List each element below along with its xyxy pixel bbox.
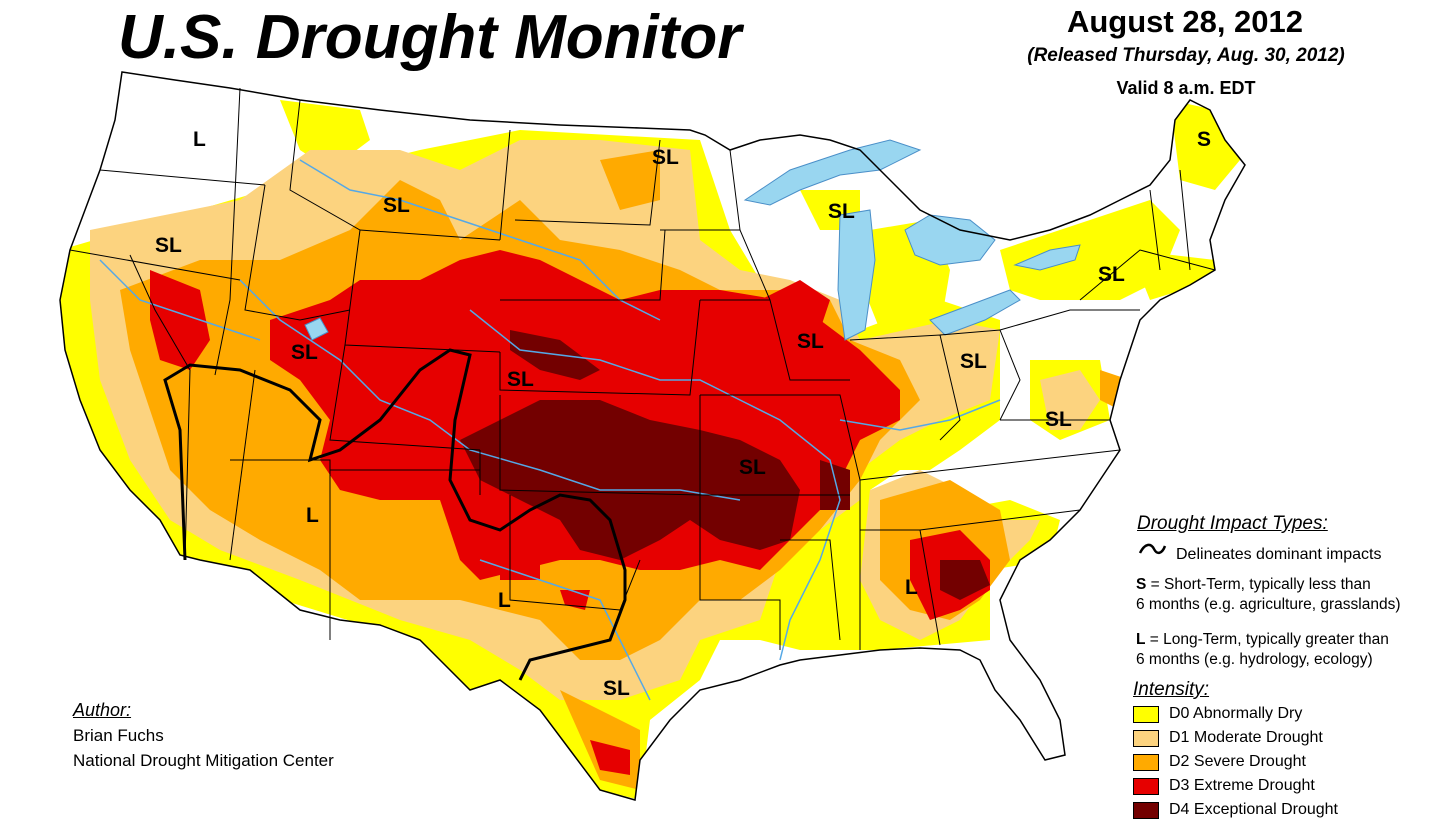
impact-label: SL [291, 341, 318, 364]
impact-line-label: Delineates dominant impacts [1176, 546, 1382, 563]
legend-item-d3: D3 Extreme Drought [1133, 775, 1315, 797]
impact-label: L [905, 576, 918, 599]
map-date: August 28, 2012 [1066, 4, 1304, 39]
impact-legend-heading: Drought Impact Types: [1137, 513, 1328, 534]
legend-label-d3: D3 Extreme Drought [1169, 777, 1315, 794]
legend-item-d4: D4 Exceptional Drought [1133, 799, 1338, 821]
impact-label: L [193, 128, 206, 151]
impact-label: SL [739, 456, 766, 479]
legend-label-d1: D1 Moderate Drought [1169, 729, 1323, 746]
lake-michigan [837, 209, 876, 341]
legend-item-d2: D2 Severe Drought [1133, 751, 1306, 773]
impact-label: SL [797, 330, 824, 353]
impact-line-icon [1138, 543, 1167, 555]
map-title: U.S. Drought Monitor [118, 3, 742, 72]
author-organization: National Drought Mitigation Center [73, 751, 334, 770]
impact-label: S [1197, 128, 1211, 151]
author-name: Brian Fuchs [73, 726, 164, 745]
lake-huron [904, 214, 996, 266]
legend-item-d1: D1 Moderate Drought [1133, 727, 1323, 749]
short-term-line2: 6 months (e.g. agriculture, grasslands) [1136, 596, 1401, 613]
rivers [99, 159, 1001, 701]
lake-ontario [1013, 244, 1081, 271]
long-term-line1: = Long-Term, typically greater than [1145, 631, 1389, 648]
short-term-definition: S = Short-Term, typically less than 6 mo… [1136, 575, 1400, 615]
impact-label: L [498, 589, 511, 612]
legend-swatch-d0 [1133, 705, 1159, 723]
release-date: (Released Thursday, Aug. 30, 2012) [1027, 45, 1345, 66]
intensity-legend-heading: Intensity: [1133, 679, 1210, 700]
great-salt-lake [304, 317, 329, 341]
impact-label: SL [652, 146, 679, 169]
legend-swatch-d4 [1133, 801, 1159, 819]
impact-label: SL [828, 200, 855, 223]
lake-superior [743, 139, 922, 206]
impact-label: L [306, 504, 319, 527]
impact-boundaries [163, 348, 627, 681]
legend-label-d0: D0 Abnormally Dry [1169, 705, 1303, 722]
state-borders [59, 71, 1246, 801]
long-term-code: L [1136, 631, 1146, 648]
impact-label: SL [603, 677, 630, 700]
impact-label: SL [383, 194, 410, 217]
impact-label: SL [507, 368, 534, 391]
legend-swatch-d1 [1133, 729, 1159, 747]
legend-label-d2: D2 Severe Drought [1169, 753, 1306, 770]
legend-label-d4: D4 Exceptional Drought [1169, 801, 1338, 818]
impact-label: SL [1045, 408, 1072, 431]
impact-label: SL [1098, 263, 1125, 286]
impact-label: SL [960, 350, 987, 373]
great-lakes [304, 139, 1081, 341]
legend-swatch-d3 [1133, 777, 1159, 795]
impact-labels: L SL SL SL SL SL SL L L SL SL SL SL SL S… [155, 128, 1211, 700]
long-term-line2: 6 months (e.g. hydrology, ecology) [1136, 651, 1373, 668]
long-term-definition: L = Long-Term, typically greater than 6 … [1136, 630, 1389, 670]
legend-item-d0: D0 Abnormally Dry [1133, 703, 1302, 725]
impact-label: SL [155, 234, 182, 257]
legend-swatch-d2 [1133, 753, 1159, 771]
short-term-code: S [1136, 576, 1147, 593]
short-term-line1: = Short-Term, typically less than [1146, 576, 1371, 593]
valid-time: Valid 8 a.m. EDT [1116, 78, 1256, 98]
author-heading: Author: [73, 700, 132, 720]
